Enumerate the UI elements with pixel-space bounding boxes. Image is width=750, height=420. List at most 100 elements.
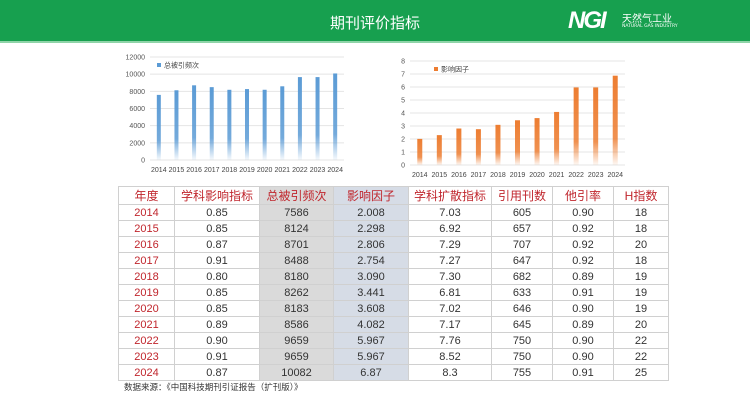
table-cell: 3.608 [333,300,409,317]
table-cell: 20 [613,316,669,333]
table-cell: 18 [613,220,669,237]
metrics-table: 年度 学科影响指标 总被引频次 影响因子 学科扩散指标 引用刊数 他引率 H指数 2014 0.… [118,186,669,381]
table-cell: 2020 [118,300,175,317]
bar-2017 [209,87,214,160]
table-cell: 2019 [118,284,175,301]
table-cell: 7586 [259,204,334,221]
x-tick-label: 2017 [204,167,220,174]
table-cell: 2022 [118,332,175,349]
bar-2016 [192,85,197,160]
x-tick-label: 2014 [151,167,167,174]
table-cell: 19 [613,268,669,285]
column-header: 影响因子 [333,186,409,205]
table-cell: 2017 [118,252,175,269]
table-cell: 6.87 [333,364,409,381]
table-row: 2017 0.91 8488 2.754 7.27 647 0.92 18 [118,252,669,269]
table-cell: 0.92 [552,220,614,237]
bar-2015 [436,135,442,165]
table-cell: 4.082 [333,316,409,333]
table-row: 2023 0.91 9659 5.967 8.52 750 0.90 22 [118,348,669,365]
table-cell: 2.298 [333,220,409,237]
bar-2020 [534,118,540,165]
x-tick-label: 2016 [186,167,202,174]
table-cell: 2018 [118,268,175,285]
table-cell: 0.87 [174,236,260,253]
table-cell: 0.89 [552,268,614,285]
bar-2020 [262,89,267,160]
x-tick-label: 2016 [451,172,467,179]
table-cell: 2.806 [333,236,409,253]
y-tick-label: 2 [401,137,405,144]
table-cell: 2024 [118,364,175,381]
y-tick-label: 4 [401,111,405,118]
table-cell: 7.76 [408,332,492,349]
table-cell: 7.02 [408,300,492,317]
table-cell: 0.80 [174,268,260,285]
bar-2017 [475,129,481,165]
table-cell: 10082 [259,364,334,381]
y-tick-label: 10000 [126,72,146,79]
table-cell: 18 [613,252,669,269]
x-tick-label: 2023 [588,172,604,179]
table-cell: 0.91 [174,348,260,365]
table-row: 2015 0.85 8124 2.298 6.92 657 0.92 18 [118,220,669,237]
table-cell: 8262 [259,284,334,301]
x-tick-label: 2021 [274,167,290,174]
legend-label: 影响因子 [441,65,469,74]
table-cell: 9659 [259,348,334,365]
table-cell: 5.967 [333,348,409,365]
table-cell: 0.91 [552,284,614,301]
y-tick-label: 6 [401,85,405,92]
table-cell: 8180 [259,268,334,285]
table-cell: 8.3 [408,364,492,381]
table-cell: 755 [491,364,553,381]
table-cell: 0.90 [552,332,614,349]
table-cell: 0.90 [174,332,260,349]
table-cell: 0.85 [174,220,260,237]
table-cell: 3.090 [333,268,409,285]
table-cell: 2016 [118,236,175,253]
impact-factor-chart: 0 1 2 3 4 5 6 7 8 2014 2015 2016 2017 2018 2019 2020 202… [401,59,625,179]
table-cell: 2.008 [333,204,409,221]
table-cell: 8124 [259,220,334,237]
table-cell: 22 [613,332,669,349]
table-cell: 6.81 [408,284,492,301]
x-tick-label: 2021 [549,172,565,179]
table-cell: 18 [613,204,669,221]
table-cell: 8488 [259,252,334,269]
table-row: 2020 0.85 8183 3.608 7.02 646 0.90 19 [118,300,669,317]
x-tick-label: 2024 [327,167,343,174]
table-cell: 3.441 [333,284,409,301]
table-cell: 2015 [118,220,175,237]
bar-2014 [156,94,161,160]
table-cell: 7.03 [408,204,492,221]
bar-2023 [315,77,320,160]
table-cell: 605 [491,204,553,221]
column-header: 引用刊数 [491,186,553,205]
x-tick-label: 2024 [607,172,623,179]
column-header: 学科影响指标 [174,186,260,205]
table-cell: 20 [613,236,669,253]
table-cell: 2023 [118,348,175,365]
table-cell: 645 [491,316,553,333]
logo: NGI 天然气工业 NATURAL GAS INDUSTRY [568,7,718,37]
y-tick-label: 8000 [129,89,145,96]
y-tick-label: 4000 [129,123,145,130]
bar-2019 [515,120,520,165]
column-header: 他引率 [552,186,614,205]
table-cell: 2021 [118,316,175,333]
bar-2016 [456,128,462,165]
logo-en: NATURAL GAS INDUSTRY [622,24,678,29]
bar-2018 [227,89,232,160]
table-cell: 0.85 [174,300,260,317]
table-cell: 0.90 [552,348,614,365]
table-cell: 5.967 [333,332,409,349]
table-cell: 9659 [259,332,334,349]
y-tick-label: 5 [401,98,405,105]
x-tick-label: 2019 [510,172,526,179]
table-row: 2021 0.89 8586 4.082 7.17 645 0.89 20 [118,316,669,333]
x-tick-label: 2018 [222,167,238,174]
bar-2015 [174,90,179,160]
table-row: 2014 0.85 7586 2.008 7.03 605 0.90 18 [118,204,669,221]
